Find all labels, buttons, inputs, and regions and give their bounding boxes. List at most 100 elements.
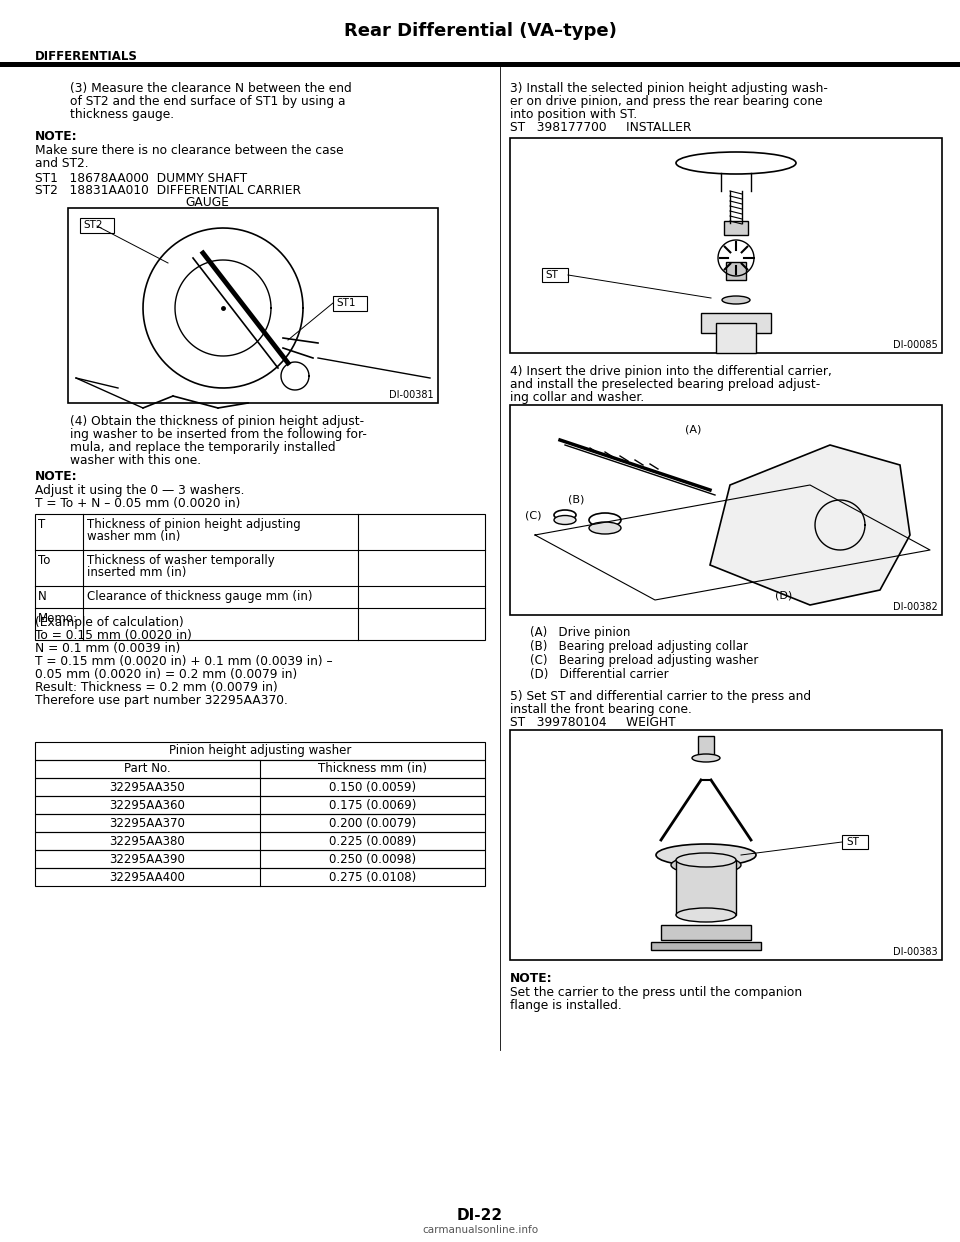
Text: T = 0.15 mm (0.0020 in) + 0.1 mm (0.0039 in) –: T = 0.15 mm (0.0020 in) + 0.1 mm (0.0039…	[35, 655, 332, 668]
Text: DIFFERENTIALS: DIFFERENTIALS	[35, 50, 138, 63]
Bar	[676, 859, 736, 915]
Text: ST2: ST2	[83, 220, 103, 230]
Text: 32295AA350: 32295AA350	[109, 781, 185, 794]
Text: (4) Obtain the thickness of pinion height adjust-: (4) Obtain the thickness of pinion heigh…	[70, 415, 364, 428]
Text: 0.225 (0.0089): 0.225 (0.0089)	[329, 835, 416, 848]
Bar	[542, 268, 568, 282]
Text: T = To + N – 0.05 mm (0.0020 in): T = To + N – 0.05 mm (0.0020 in)	[35, 497, 240, 510]
Text: N: N	[38, 590, 47, 604]
Bar	[651, 941, 761, 950]
Text: 0.175 (0.0069): 0.175 (0.0069)	[329, 799, 417, 812]
Bar	[35, 850, 485, 868]
Text: (A): (A)	[685, 425, 702, 435]
Text: 32295AA360: 32295AA360	[109, 799, 185, 812]
Text: ST   399780104     WEIGHT: ST 399780104 WEIGHT	[510, 715, 676, 729]
Bar	[35, 777, 485, 796]
Ellipse shape	[722, 296, 750, 304]
Text: To = 0.15 mm (0.0020 in): To = 0.15 mm (0.0020 in)	[35, 628, 192, 642]
Text: DI-00085: DI-00085	[893, 340, 938, 350]
Text: mula, and replace the temporarily installed: mula, and replace the temporarily instal…	[70, 441, 336, 455]
Ellipse shape	[676, 853, 736, 867]
Text: Adjust it using the 0 — 3 washers.: Adjust it using the 0 — 3 washers.	[35, 484, 245, 497]
Text: Memo:: Memo:	[38, 612, 78, 625]
Bar	[35, 514, 485, 640]
Text: Therefore use part number 32295AA370.: Therefore use part number 32295AA370.	[35, 694, 288, 707]
Text: ST2   18831AA010  DIFFERENTIAL CARRIER: ST2 18831AA010 DIFFERENTIAL CARRIER	[35, 184, 301, 197]
Bar	[333, 296, 367, 310]
Text: Part No.: Part No.	[124, 763, 171, 775]
Text: 0.250 (0.0098): 0.250 (0.0098)	[329, 853, 416, 866]
Text: washer with this one.: washer with this one.	[70, 455, 202, 467]
Text: 0.200 (0.0079): 0.200 (0.0079)	[329, 817, 416, 830]
Bar	[68, 207, 438, 402]
Bar	[510, 730, 942, 960]
Text: (D): (D)	[775, 590, 792, 600]
Text: washer mm (in): washer mm (in)	[87, 530, 180, 543]
Bar	[35, 796, 485, 814]
Ellipse shape	[671, 856, 741, 874]
Text: ST1: ST1	[336, 298, 355, 308]
Text: Thickness mm (in): Thickness mm (in)	[318, 763, 427, 775]
Bar	[698, 737, 714, 758]
Text: (3) Measure the clearance N between the end: (3) Measure the clearance N between the …	[70, 82, 351, 94]
Text: ing collar and washer.: ing collar and washer.	[510, 391, 644, 404]
Text: Thickness of pinion height adjusting: Thickness of pinion height adjusting	[87, 518, 300, 532]
Ellipse shape	[692, 754, 720, 763]
Text: N = 0.1 mm (0.0039 in): N = 0.1 mm (0.0039 in)	[35, 642, 180, 655]
Text: DI-22: DI-22	[457, 1208, 503, 1223]
Text: Make sure there is no clearance between the case: Make sure there is no clearance between …	[35, 144, 344, 156]
Text: install the front bearing cone.: install the front bearing cone.	[510, 703, 692, 715]
Text: 0.275 (0.0108): 0.275 (0.0108)	[329, 871, 416, 884]
Text: GAUGE: GAUGE	[185, 196, 228, 209]
Text: NOTE:: NOTE:	[510, 972, 553, 985]
Text: into position with ST.: into position with ST.	[510, 108, 637, 120]
Bar	[716, 323, 756, 353]
Text: flange is installed.: flange is installed.	[510, 999, 622, 1012]
Text: inserted mm (in): inserted mm (in)	[87, 566, 186, 579]
Text: 5) Set ST and differential carrier to the press and: 5) Set ST and differential carrier to th…	[510, 691, 811, 703]
Text: T: T	[38, 518, 45, 532]
Bar	[510, 405, 942, 615]
Bar	[35, 832, 485, 850]
Text: (D)   Differential carrier: (D) Differential carrier	[530, 668, 668, 681]
Text: Rear Differential (VA–type): Rear Differential (VA–type)	[344, 22, 616, 40]
Text: (B): (B)	[568, 496, 585, 505]
Text: 4) Insert the drive pinion into the differential carrier,: 4) Insert the drive pinion into the diff…	[510, 365, 832, 378]
Bar	[35, 814, 485, 832]
Bar	[842, 835, 868, 850]
Ellipse shape	[676, 908, 736, 922]
Text: (A)   Drive pinion: (A) Drive pinion	[530, 626, 631, 638]
Bar	[80, 219, 114, 233]
Text: 32295AA380: 32295AA380	[109, 835, 185, 848]
Bar	[35, 868, 485, 886]
Text: Result: Thickness = 0.2 mm (0.0079 in): Result: Thickness = 0.2 mm (0.0079 in)	[35, 681, 277, 694]
Text: ST   398177700     INSTALLER: ST 398177700 INSTALLER	[510, 120, 691, 134]
Bar	[510, 138, 942, 353]
Text: 32295AA400: 32295AA400	[109, 871, 185, 884]
Text: 0.150 (0.0059): 0.150 (0.0059)	[329, 781, 416, 794]
Text: Clearance of thickness gauge mm (in): Clearance of thickness gauge mm (in)	[87, 590, 313, 604]
Text: Pinion height adjusting washer: Pinion height adjusting washer	[169, 744, 351, 758]
Bar	[0, 62, 960, 67]
Text: Thickness of washer temporally: Thickness of washer temporally	[87, 554, 275, 568]
Text: (C)   Bearing preload adjusting washer: (C) Bearing preload adjusting washer	[530, 655, 758, 667]
Text: ST: ST	[545, 270, 558, 279]
Bar	[701, 313, 771, 333]
Polygon shape	[710, 445, 910, 605]
Text: ing washer to be inserted from the following for-: ing washer to be inserted from the follo…	[70, 428, 367, 441]
Ellipse shape	[656, 845, 756, 866]
Text: (B)   Bearing preload adjusting collar: (B) Bearing preload adjusting collar	[530, 640, 748, 653]
Text: er on drive pinion, and press the rear bearing cone: er on drive pinion, and press the rear b…	[510, 94, 823, 108]
Text: (C): (C)	[525, 510, 541, 520]
Text: NOTE:: NOTE:	[35, 130, 78, 143]
Text: DI-00383: DI-00383	[894, 946, 938, 958]
Bar	[724, 221, 748, 235]
Text: DI-00382: DI-00382	[893, 602, 938, 612]
Text: DI-00381: DI-00381	[390, 390, 434, 400]
Text: and ST2.: and ST2.	[35, 156, 88, 170]
Text: Set the carrier to the press until the companion: Set the carrier to the press until the c…	[510, 986, 803, 999]
Text: ST1   18678AA000  DUMMY SHAFT: ST1 18678AA000 DUMMY SHAFT	[35, 171, 247, 185]
Ellipse shape	[554, 515, 576, 524]
Text: thickness gauge.: thickness gauge.	[70, 108, 174, 120]
Text: To: To	[38, 554, 50, 568]
